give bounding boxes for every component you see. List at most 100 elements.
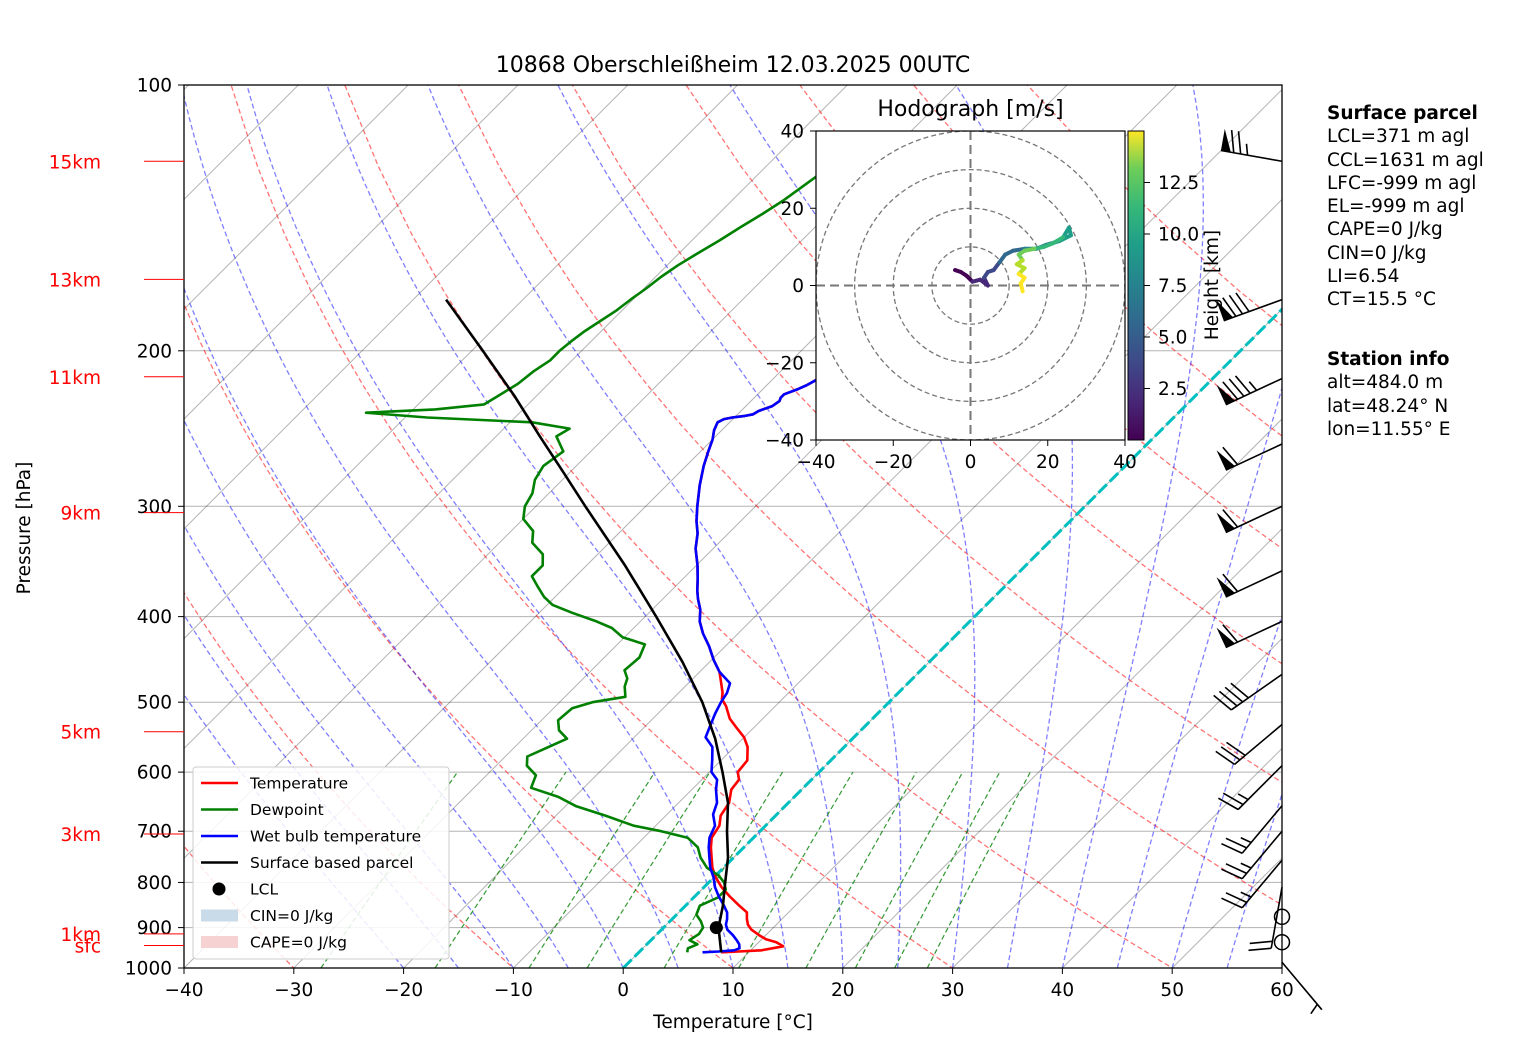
station-latitude: lat=48.24° N (1327, 395, 1449, 417)
wind-barb (1216, 570, 1283, 598)
y-tick-label: 200 (137, 341, 172, 362)
x-tick-label: −20 (384, 980, 423, 1001)
barb-flag (1222, 624, 1239, 643)
barb-shaft (1225, 570, 1283, 598)
wind-barb (1281, 961, 1323, 1015)
barb-flag (1224, 686, 1244, 703)
moist-adiabat (184, 93, 679, 968)
dry-adiabat (184, 302, 735, 968)
surface-parcel-cape: CAPE=0 J/kg (1327, 219, 1443, 241)
wind-barb (1213, 673, 1283, 711)
dry-adiabat (685, 85, 1282, 665)
legend-label: Dewpoint (250, 801, 324, 819)
barb-shaft (1223, 298, 1283, 322)
mixing-ratio-line (894, 771, 1001, 968)
height-label: 9km (60, 504, 101, 525)
barb-half-flag (1240, 862, 1252, 869)
barb-flag (1225, 892, 1247, 904)
moist-adiabat (184, 286, 624, 968)
barb-half-flag (1248, 381, 1258, 391)
barb-shaft (1241, 805, 1283, 854)
wind-barbs (1213, 128, 1323, 1015)
y-tick-label: 400 (137, 607, 172, 628)
mixing-ratio-line (434, 771, 567, 968)
height-label: sfc (75, 936, 101, 957)
station-longitude: lon=11.55° E (1327, 418, 1451, 440)
barb-shaft (1230, 673, 1283, 711)
dry-adiabat (458, 85, 1282, 906)
y-tick-label: 1000 (125, 959, 172, 980)
calm-circle (1273, 933, 1291, 951)
barb-flag (1230, 682, 1249, 699)
isotherm-line (184, 85, 629, 530)
barb-half-flag (1245, 143, 1249, 156)
barb-shaft (1237, 765, 1283, 811)
x-tick-label: 0 (617, 980, 629, 1001)
wind-barb (1273, 933, 1291, 951)
barb-shaft (1270, 887, 1283, 949)
calm-circle (1273, 908, 1291, 926)
hodograph-y-tick-label: −20 (765, 353, 804, 374)
wind-barb (1220, 128, 1283, 163)
surface-parcel-header: Surface parcel (1327, 103, 1478, 124)
hodograph-y-tick-label: 0 (792, 276, 804, 297)
barb-pennant (1216, 300, 1234, 321)
barb-flag (1222, 792, 1244, 806)
wind-barb (1216, 505, 1283, 534)
legend-swatch (212, 882, 226, 896)
height-label: 3km (60, 825, 101, 846)
barb-flag (1222, 297, 1237, 317)
height-label: 11km (49, 368, 101, 389)
surface-parcel-panel: Surface parcel LCL=371 m agl CCL=1631 m … (1327, 102, 1484, 312)
isotherm-line (184, 85, 739, 640)
moist-adiabat (1171, 613, 1282, 968)
barb-pennant (1216, 512, 1235, 533)
hodograph-y-tick-label: 40 (780, 122, 804, 143)
barb-flag (1228, 294, 1244, 315)
barb-flag (1220, 746, 1241, 761)
surface-parcel-lcl: LCL=371 m agl (1327, 126, 1470, 148)
barb-shaft (1241, 830, 1283, 880)
barb-shaft (1220, 149, 1283, 163)
barb-shaft (1225, 505, 1283, 534)
moist-adiabat (184, 418, 569, 968)
barb-flag (1249, 940, 1273, 945)
mixing-ratio-line (854, 771, 964, 968)
hodograph-x-tick-label: 40 (1113, 452, 1137, 473)
mixing-ratio-line (926, 771, 1031, 968)
x-tick-label: 50 (1160, 980, 1184, 1001)
x-tick-label: 30 (941, 980, 965, 1001)
barb-flag (1221, 868, 1243, 880)
x-tick-label: 10 (721, 980, 745, 1001)
barb-pennant (1220, 128, 1231, 153)
barb-pennant (1216, 450, 1235, 471)
barb-half-flag (1237, 793, 1249, 801)
colorbar-tick-label: 10.0 (1158, 225, 1199, 246)
legend-label: Surface based parcel (250, 854, 413, 872)
barb-half-flag (1240, 891, 1252, 898)
mixing-ratio-line (805, 771, 917, 968)
colorbar-tick-label: 7.5 (1158, 276, 1187, 297)
surface-parcel-li: LI=6.54 (1327, 266, 1400, 288)
dry-adiabat (344, 85, 1174, 968)
hodograph-plot-area (816, 131, 1125, 440)
moist-adiabat (557, 85, 902, 968)
y-tick-label: 300 (137, 497, 172, 518)
moist-adiabat (427, 85, 844, 968)
hodograph-x-tick-label: 0 (965, 452, 977, 473)
barb-flag (1215, 750, 1235, 766)
isotherm-line (951, 637, 1282, 968)
y-tick-label: 500 (137, 693, 172, 714)
station-altitude: alt=484.0 m (1327, 372, 1444, 394)
barb-pennant (1216, 384, 1235, 405)
legend: Temperature Dewpoint Wet bulb temperature S… (192, 766, 450, 960)
station-info-header: Station info (1327, 349, 1450, 370)
height-label: 15km (49, 152, 101, 173)
x-tick-label: 60 (1270, 980, 1294, 1001)
isotherm-line (1061, 747, 1282, 968)
barb-flag (1222, 381, 1239, 400)
wind-barb (1273, 908, 1291, 926)
barb-flag (1234, 375, 1251, 394)
height-label: 1km (60, 925, 101, 946)
zero-isotherm (622, 307, 1282, 968)
